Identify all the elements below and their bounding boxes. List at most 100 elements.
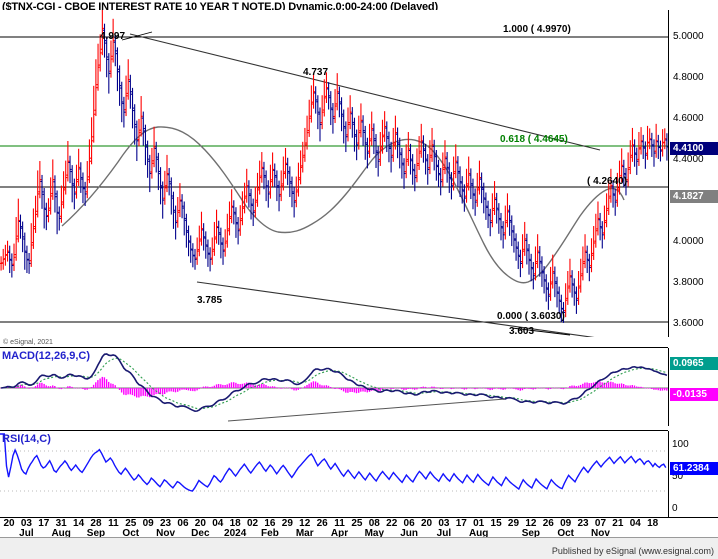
date-axis-day: 25 [125,518,137,529]
macd-histogram-bar [623,384,625,388]
macd-histogram-bar [515,388,517,390]
macd-histogram-bar [256,385,259,388]
macd-histogram-bar [21,385,24,388]
macd-histogram-bar [519,388,521,391]
macd-histogram-bar [28,388,30,389]
rsi-main-line [0,433,667,492]
upper-trendline [129,33,601,151]
macd-histogram-bar [545,388,547,389]
macd-histogram-bar [636,386,638,388]
macd-histogram-bar [631,385,633,388]
macd-histogram-bar [179,388,181,391]
date-axis-day: 29 [281,518,293,529]
macd-histogram-bar [58,388,60,389]
macd-histogram-bar [54,386,56,388]
macd-histogram-bar [312,381,315,388]
date-axis-month: Jul [19,528,34,539]
price-axis[interactable]: 5.0000 4.8000 4.6000 4.4000 4.2000 4.000… [669,10,718,337]
date-axis-day: 03 [20,518,32,529]
date-axis-month: Jun [400,528,418,539]
macd-histogram-bar [347,388,349,393]
date-axis[interactable]: 20 03 17 31 14 28 11 25 09 23 06 20 04 18 02 16 29 12 26 11… [0,518,668,539]
macd-histogram-bar [321,385,323,388]
date-axis-month: Oct [557,528,574,539]
macd-histogram-bar [657,388,659,391]
macd-histogram-bar [489,388,491,391]
price-tick: 4.6000 [673,113,704,124]
macd-histogram-bar [407,388,409,389]
macd-trendline [227,398,506,422]
macd-histogram-bar [211,386,213,388]
macd-histogram-bar [465,388,468,390]
macd-histogram-bar [136,388,138,398]
macd-histogram-bar [297,388,299,390]
date-axis-month: Mar [295,528,314,539]
macd-histogram-bar [338,388,340,390]
macd-histogram-bar [112,383,114,388]
macd-histogram-bar [6,387,9,388]
macd-histogram-bar [228,383,231,388]
macd-histogram-bar [439,388,442,389]
macd-histogram-bar [164,388,166,394]
macd-histogram-bar [485,388,487,389]
macd-histogram-bar [41,382,43,388]
date-axis-day: 17 [38,518,50,529]
last-price-tag[interactable]: 4.4100 [670,142,718,155]
rsi-value-tag[interactable]: 61.2384 [670,462,718,475]
macd-histogram-bar [416,388,418,390]
macd-histogram-bar [431,386,433,388]
macd-histogram-bar [243,383,246,388]
macd-histogram-bar [562,388,565,390]
macd-histogram-bar [215,384,218,388]
macd-histogram-bar [607,382,610,388]
macd-study-label: MACD(12,26,9,C) [2,350,91,362]
macd-value-tag[interactable]: 0.0965 [670,357,718,370]
macd-histogram-bar [138,388,140,398]
macd-histogram-bar [52,385,54,388]
date-axis-day: 06 [177,518,189,529]
macd-histogram-bar [19,384,22,388]
macd-histogram-bar [161,388,164,395]
macd-histogram-bar [304,386,306,388]
trendline-label-upper: 4.737 [303,67,329,78]
macd-histogram-bar [198,388,200,390]
macd-histogram-bar [452,388,455,389]
macd-histogram-bar [472,388,474,389]
macd-histogram-bar [383,388,386,389]
macd-histogram-bar [291,388,293,390]
price-axis-divider [668,10,669,337]
macd-histogram-bar [666,388,668,391]
lower-trendline [196,281,595,337]
macd-histogram-bar [414,388,416,390]
macd-histogram-bar [618,383,621,388]
macd-signal-value-tag[interactable]: -0.0135 [670,388,718,401]
macd-histogram-bar [278,388,280,389]
rsi-axis[interactable]: 100 50 0 [669,431,718,517]
macd-histogram-bar [612,382,614,388]
macd-histogram-bar [235,382,237,388]
date-axis-month: Nov [591,528,610,539]
macd-histogram-bar [495,388,498,389]
macd-histogram-bar [67,386,69,388]
macd-histogram-bar [405,388,407,390]
date-axis-day: 26 [542,518,554,529]
macd-histogram-bar [248,382,250,388]
macd-histogram-bar [71,386,73,388]
macd-histogram-bar [200,387,203,388]
macd-histogram-bar [633,385,636,388]
macd-histogram-bar [39,382,41,388]
macd-histogram-bar [174,388,177,393]
macd-histogram-bar [271,386,274,388]
ma-value-tag[interactable]: 4.1827 [670,190,718,203]
macd-histogram-bar [582,383,584,388]
pivot-connector-high [121,31,153,41]
date-axis-day: 01 [473,518,485,529]
price-tick: 5.0000 [673,31,704,42]
macd-histogram-bar [342,388,345,392]
macd-histogram-bar [153,388,155,395]
macd-histogram-bar [362,388,364,392]
macd-histogram-bar [366,388,368,393]
date-axis-day: 22 [386,518,398,529]
macd-histogram-bar [92,384,95,388]
macd-histogram-bar [325,385,328,388]
